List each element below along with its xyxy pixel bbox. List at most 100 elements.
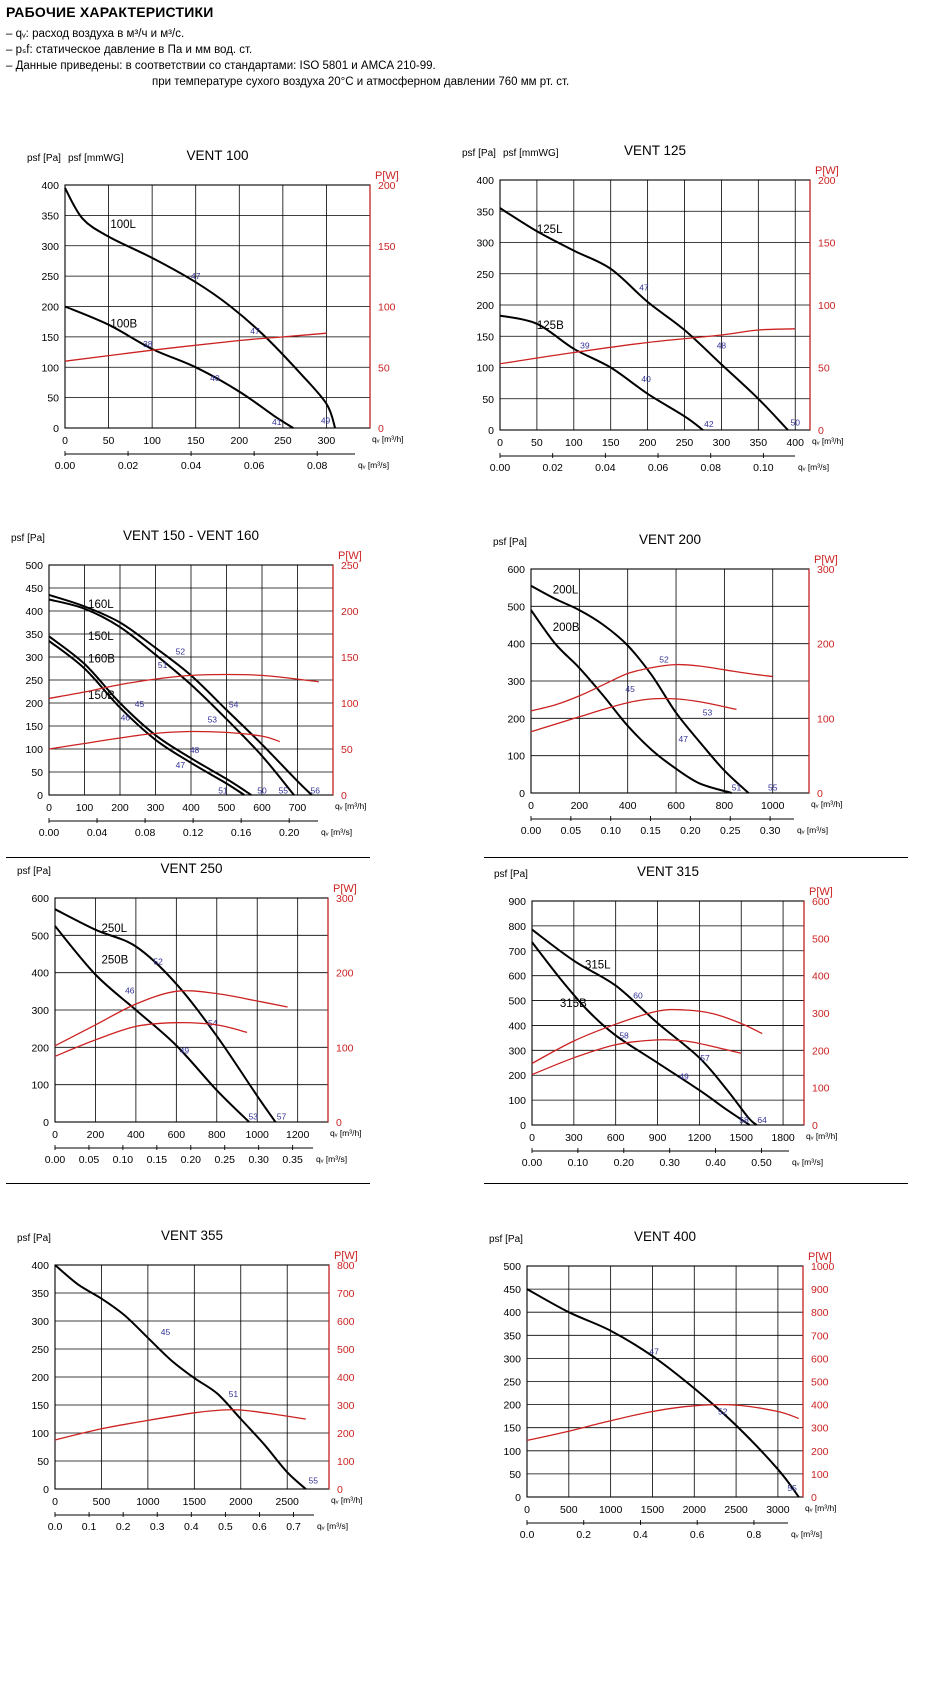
x-axis-title: qᵥ [m³/h] — [811, 799, 843, 809]
x2-tick-label: 0.16 — [231, 827, 252, 839]
x2-axis-title: qᵥ [m³/s] — [321, 827, 352, 837]
efficiency-label: 47 — [679, 734, 689, 744]
y-tick-label: 150 — [31, 1400, 49, 1412]
power-axis-title: P[W] — [814, 554, 838, 566]
x-tick-label: 100 — [76, 802, 94, 814]
y-axis-title: psf [Pa] — [462, 148, 496, 159]
power-tick-label: 600 — [811, 1353, 829, 1365]
x2-tick-label: 0.00 — [39, 827, 60, 839]
x2-tick-label: 0.6 — [690, 1529, 705, 1541]
y-tick-label: 800 — [508, 921, 526, 933]
x-tick-label: 600 — [253, 802, 271, 814]
efficiency-label: 55 — [308, 1476, 318, 1486]
x-tick-label: 2000 — [683, 1504, 707, 1516]
y-tick-label: 200 — [25, 698, 43, 710]
y-tick-label: 300 — [41, 241, 59, 253]
power-curve — [64, 332, 327, 362]
power-curve — [531, 1008, 763, 1064]
power-tick-label: 200 — [818, 175, 836, 187]
x2-tick-label: 0.12 — [183, 827, 204, 839]
x2-tick-label: 0.00 — [45, 1154, 66, 1166]
y-tick-label: 300 — [31, 1005, 49, 1017]
x2-axis-title: qᵥ [m³/s] — [316, 1154, 347, 1164]
y-tick-label: 50 — [482, 394, 494, 406]
power-tick-label: 700 — [811, 1330, 829, 1342]
efficiency-label: 47 — [191, 271, 201, 281]
x-tick-label: 500 — [93, 1496, 111, 1508]
power-curve — [530, 663, 773, 712]
y-axis-title-mmwg: psf [mmWG] — [503, 148, 559, 159]
x2-axis-title: qᵥ [m³/s] — [358, 460, 389, 470]
x-axis-title: qᵥ [m³/h] — [330, 1128, 362, 1138]
efficiency-label: 57 — [700, 1053, 710, 1063]
x-tick-label: 1500 — [183, 1496, 207, 1508]
efficiency-label: 40 — [210, 373, 220, 383]
efficiency-label: 50 — [257, 785, 267, 795]
x-tick-label: 300 — [147, 802, 165, 814]
y-tick-label: 200 — [503, 1400, 521, 1412]
x-tick-label: 200 — [571, 800, 589, 812]
x-axis-title: qᵥ [m³/h] — [331, 1495, 363, 1505]
y-tick-label: 250 — [31, 1344, 49, 1356]
x2-tick-label: 0.7 — [286, 1521, 301, 1533]
page-title: РАБОЧИЕ ХАРАКТЕРИСТИКИ — [6, 4, 214, 20]
x-tick-label: 0 — [528, 800, 534, 812]
x2-tick-label: 0.20 — [680, 825, 701, 837]
x2-tick-label: 0.35 — [282, 1154, 303, 1166]
power-tick-label: 200 — [336, 968, 354, 980]
power-axis-title: P[W] — [815, 165, 839, 177]
x-tick-label: 250 — [676, 437, 694, 449]
x-tick-label: 50 — [103, 435, 115, 447]
series-label: 160L — [88, 599, 114, 611]
y-tick-label: 100 — [503, 1446, 521, 1458]
y-axis-title: psf [Pa] — [11, 533, 45, 544]
efficiency-label: 50 — [791, 418, 801, 428]
power-tick-label: 50 — [378, 362, 390, 374]
y-tick-label: 400 — [31, 1260, 49, 1272]
x-tick-label: 300 — [565, 1132, 583, 1144]
efficiency-label: 53 — [703, 708, 713, 718]
power-tick-label: 700 — [337, 1288, 355, 1300]
x2-tick-label: 0.08 — [135, 827, 156, 839]
power-tick-label: 900 — [811, 1284, 829, 1296]
y-tick-label: 600 — [507, 564, 525, 576]
x2-tick-label: 0.02 — [118, 460, 139, 472]
x2-axis-title: qᵥ [m³/s] — [791, 1529, 822, 1539]
power-tick-label: 0 — [336, 1117, 342, 1129]
y-tick-label: 150 — [25, 721, 43, 733]
y-tick-label: 250 — [25, 675, 43, 687]
x2-tick-label: 0.08 — [307, 460, 328, 472]
x2-tick-label: 0.50 — [751, 1157, 772, 1169]
efficiency-label: 60 — [633, 991, 643, 1001]
power-tick-label: 100 — [336, 1042, 354, 1054]
pressure-curve — [531, 928, 758, 1126]
x2-tick-label: 0.06 — [648, 462, 669, 474]
pressure-curve — [48, 635, 252, 796]
y-tick-label: 200 — [476, 300, 494, 312]
power-tick-label: 200 — [812, 1045, 830, 1057]
x-axis-title: qᵥ [m³/h] — [335, 801, 367, 811]
x-tick-label: 300 — [318, 435, 336, 447]
x-tick-label: 400 — [786, 437, 804, 449]
power-tick-label: 800 — [337, 1260, 355, 1272]
power-tick-label: 300 — [812, 1008, 830, 1020]
y-tick-label: 200 — [41, 302, 59, 314]
y-tick-label: 0 — [488, 425, 494, 437]
x-tick-label: 1200 — [286, 1129, 310, 1141]
y-tick-label: 0 — [43, 1484, 49, 1496]
x2-axis-title: qᵥ [m³/s] — [798, 462, 829, 472]
x2-tick-label: 0.00 — [522, 1157, 543, 1169]
x-axis-title: qᵥ [m³/h] — [812, 436, 844, 446]
efficiency-label: 41 — [272, 417, 282, 427]
x-tick-label: 0 — [497, 437, 503, 449]
efficiency-label: 42 — [704, 419, 714, 429]
power-tick-label: 200 — [811, 1446, 829, 1458]
power-axis-title: P[W] — [375, 170, 399, 182]
power-tick-label: 400 — [811, 1400, 829, 1412]
x-tick-label: 300 — [713, 437, 731, 449]
x-tick-label: 0 — [524, 1504, 530, 1516]
power-tick-label: 300 — [817, 564, 835, 576]
y-tick-label: 300 — [476, 238, 494, 250]
x2-tick-label: 0.25 — [720, 825, 741, 837]
